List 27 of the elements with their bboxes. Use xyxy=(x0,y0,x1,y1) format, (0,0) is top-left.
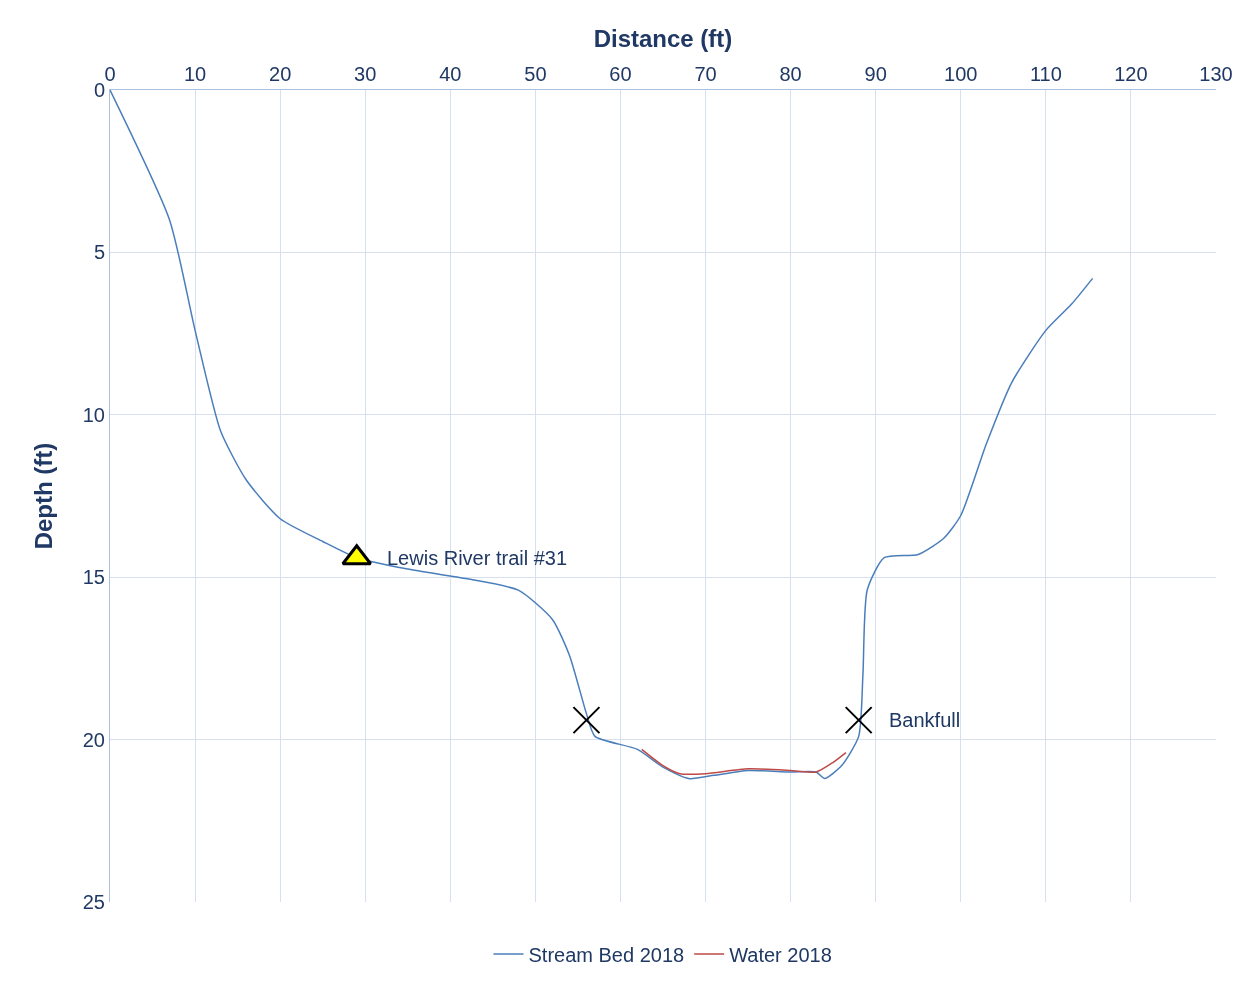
x-tick-label: 110 xyxy=(1029,63,1062,85)
annotation: Bankfull xyxy=(889,709,961,731)
y-axis-title: Depth (ft) xyxy=(30,442,57,550)
y-tick-label: 25 xyxy=(82,891,105,913)
x-tick-label: 100 xyxy=(944,63,978,85)
x-tick-label: 90 xyxy=(864,63,887,85)
x-tick-label: 50 xyxy=(524,63,547,85)
x-tick-label: 130 xyxy=(1199,63,1233,85)
annotation: Lewis River trail #31 xyxy=(387,547,568,569)
x-tick-label: 40 xyxy=(439,63,462,85)
x-axis-title: Distance (ft) xyxy=(593,25,733,53)
x-tick-label: 30 xyxy=(354,63,377,85)
x-tick-label: 10 xyxy=(183,63,207,85)
line-series xyxy=(110,90,1094,780)
x-tick-label: 120 xyxy=(1114,63,1148,85)
y-tick-label: 20 xyxy=(82,728,105,751)
x-tick-label: 80 xyxy=(779,63,802,85)
x-tick-label: 60 xyxy=(609,63,632,85)
legend-label: Water 2018 xyxy=(729,943,832,966)
y-tick-label: 15 xyxy=(82,566,105,589)
y-tick-label: 5 xyxy=(93,241,105,264)
legend-label: Stream Bed 2018 xyxy=(528,943,685,966)
x-tick-label: 20 xyxy=(269,63,292,85)
y-tick-label: 10 xyxy=(82,403,105,426)
y-tick-label: 0 xyxy=(93,79,105,101)
line-series xyxy=(640,748,847,775)
x-tick-label: 70 xyxy=(694,63,717,85)
